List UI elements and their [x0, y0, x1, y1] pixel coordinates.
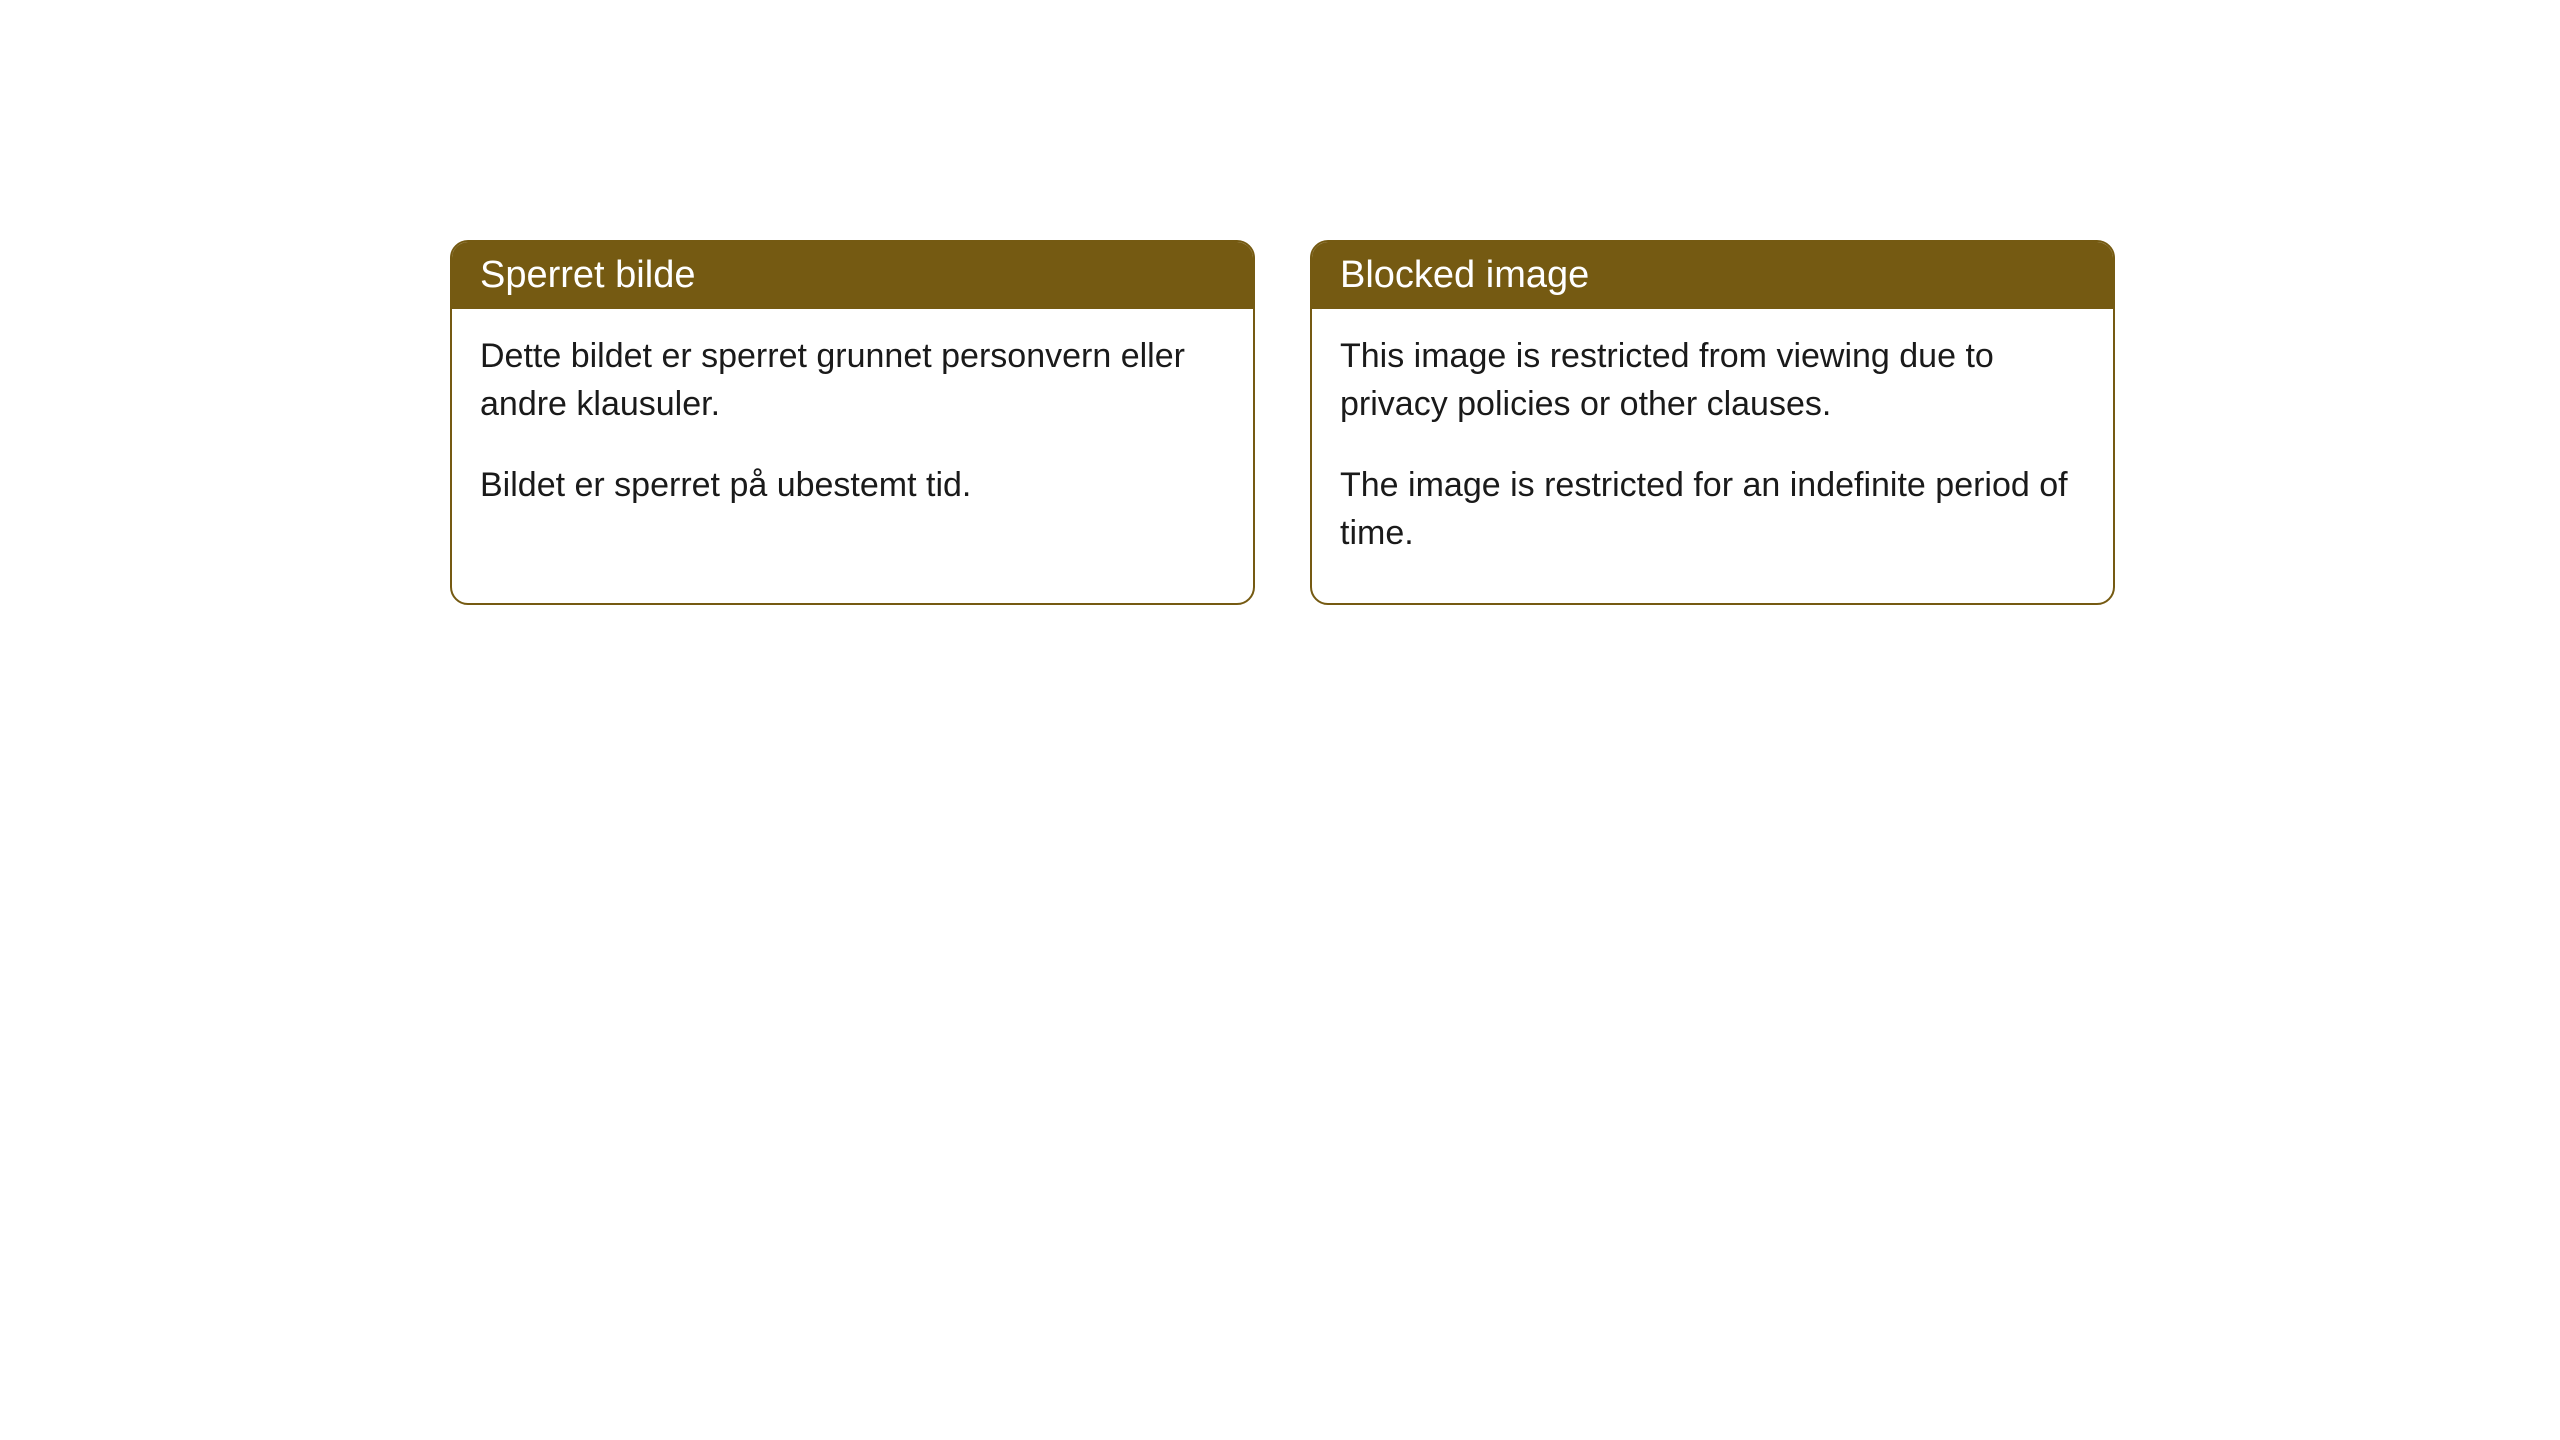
blocked-image-card-norwegian: Sperret bilde Dette bildet er sperret gr…: [450, 240, 1255, 605]
card-paragraph-1: Dette bildet er sperret grunnet personve…: [480, 333, 1225, 428]
card-body: This image is restricted from viewing du…: [1312, 309, 2113, 603]
card-paragraph-2: The image is restricted for an indefinit…: [1340, 462, 2085, 557]
notice-cards-container: Sperret bilde Dette bildet er sperret gr…: [450, 240, 2115, 605]
card-paragraph-2: Bildet er sperret på ubestemt tid.: [480, 462, 1225, 510]
card-header: Sperret bilde: [452, 242, 1253, 309]
card-paragraph-1: This image is restricted from viewing du…: [1340, 333, 2085, 428]
card-body: Dette bildet er sperret grunnet personve…: [452, 309, 1253, 556]
card-title: Blocked image: [1340, 254, 1589, 296]
card-header: Blocked image: [1312, 242, 2113, 309]
blocked-image-card-english: Blocked image This image is restricted f…: [1310, 240, 2115, 605]
card-title: Sperret bilde: [480, 254, 695, 296]
